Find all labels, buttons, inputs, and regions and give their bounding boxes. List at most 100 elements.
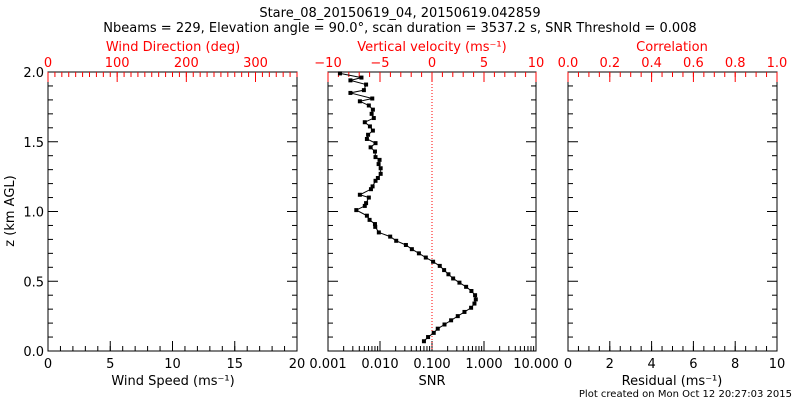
panel1-frame <box>47 71 298 352</box>
snr-data-point <box>442 322 447 327</box>
snr-data-point <box>367 124 372 129</box>
snr-data-point <box>370 107 375 112</box>
snr-data-point <box>372 149 377 154</box>
panel3-frame <box>567 71 778 352</box>
panel1-top-tick-label: 300 <box>243 56 268 71</box>
y-tick-label: 2.0 <box>23 66 44 81</box>
panel2-bottom-tick-label: 10.000 <box>513 357 559 372</box>
panel2-top-tick-label: −5 <box>370 56 389 71</box>
y-tick-label: 1.0 <box>23 206 44 221</box>
snr-data-point <box>442 268 447 273</box>
panel2-top-tick-label: −10 <box>314 56 341 71</box>
snr-data-point <box>364 136 369 141</box>
snr-data-point <box>373 155 378 160</box>
snr-data-point <box>369 111 374 116</box>
snr-data-point <box>437 263 442 268</box>
panel2-top-tick-label: 5 <box>480 56 488 71</box>
snr-data-point <box>457 280 462 285</box>
snr-data-point <box>364 213 369 218</box>
panel3-bottom-tick-label: 2 <box>606 357 614 372</box>
y-tick-label: 0.0 <box>23 345 44 360</box>
snr-data-point <box>473 293 478 298</box>
snr-data-point <box>373 178 378 183</box>
snr-data-point <box>370 184 375 189</box>
panel3-top-label: Correlation <box>636 40 708 55</box>
panel3-x-label: Residual (ms⁻¹) <box>622 374 723 389</box>
snr-data-point <box>377 157 382 162</box>
snr-data-point <box>366 195 371 200</box>
panel1-top-tick-label: 200 <box>174 56 199 71</box>
snr-data-point <box>388 234 393 239</box>
panel3-top-tick-label: 0.0 <box>558 56 579 71</box>
snr-data-point <box>469 305 474 310</box>
snr-data-point <box>367 217 372 222</box>
panel1-top-tick-label: 0 <box>44 56 52 71</box>
panel1-top-label: Wind Direction (deg) <box>106 40 240 55</box>
snr-data-point <box>371 116 376 121</box>
snr-data-point <box>348 78 353 83</box>
panel3-top-tick-label: 0.6 <box>683 56 704 71</box>
snr-data-point <box>455 314 460 319</box>
snr-data-point <box>368 187 373 192</box>
snr-data-point <box>423 255 428 260</box>
y-tick-label: 1.5 <box>23 136 44 151</box>
snr-data-point <box>469 289 474 294</box>
snr-data-point <box>357 192 362 197</box>
snr-data-point <box>376 162 381 167</box>
snr-data-point <box>362 120 367 125</box>
snr-data-point <box>359 75 364 80</box>
snr-data-point <box>446 272 451 277</box>
snr-data-point <box>416 251 421 256</box>
snr-data-point <box>403 242 408 247</box>
panel3-bottom-tick-label: 0 <box>564 357 572 372</box>
y-tick-label: 0.5 <box>23 275 44 290</box>
y-axis-label: z (km AGL) <box>3 175 18 246</box>
snr-data-point <box>373 224 378 229</box>
footer-timestamp: Plot created on Mon Oct 12 20:27:03 2015 <box>579 389 792 400</box>
snr-data-point <box>462 309 467 314</box>
panel2-top-label: Vertical velocity (ms⁻¹) <box>357 40 506 55</box>
panel3-bottom-tick-label: 10 <box>769 357 786 372</box>
panel2-x-label: SNR <box>418 374 445 389</box>
snr-data-point <box>370 96 375 101</box>
panel3-bottom-tick-label: 4 <box>647 357 655 372</box>
panel3-bottom-tick-label: 8 <box>731 357 739 372</box>
panel2-bottom-tick-label: 0.100 <box>413 357 450 372</box>
chart-subtitle: Nbeams = 229, Elevation angle = 90.0°, s… <box>103 21 696 36</box>
panel3-top-tick-label: 1.0 <box>767 56 788 71</box>
snr-data-point <box>472 301 477 306</box>
panel2-top-tick-label: 0 <box>428 56 436 71</box>
panel2-bottom-tick-label: 0.010 <box>361 357 398 372</box>
panel1-x-label: Wind Speed (ms⁻¹) <box>111 374 234 389</box>
snr-profile-line <box>339 72 477 342</box>
snr-data-point <box>354 208 359 213</box>
panel3-bottom-tick-label: 6 <box>689 357 697 372</box>
snr-data-point <box>409 247 414 252</box>
snr-data-point <box>449 318 454 323</box>
snr-data-point <box>366 103 371 108</box>
snr-data-point <box>435 326 440 331</box>
snr-data-point <box>375 176 380 181</box>
snr-data-point <box>421 339 426 344</box>
snr-data-point <box>394 238 399 243</box>
chart-title: Stare_08_20150619_04, 20150619.042859 <box>259 6 540 21</box>
panel1-bottom-tick-label: 0 <box>44 357 52 372</box>
panel1-bottom-tick-label: 5 <box>106 357 114 372</box>
snr-data-point <box>451 276 456 281</box>
snr-data-point <box>473 297 478 302</box>
snr-data-point <box>361 88 366 93</box>
panel1-bottom-tick-label: 15 <box>226 357 243 372</box>
snr-data-point <box>378 166 383 171</box>
panel1-top-tick-label: 100 <box>105 56 130 71</box>
snr-data-point <box>370 128 375 133</box>
snr-data-point <box>348 90 353 95</box>
panel2-bottom-tick-label: 0.001 <box>309 357 346 372</box>
snr-data-point <box>362 203 367 208</box>
snr-data-point <box>368 145 373 150</box>
snr-data-point <box>357 99 362 104</box>
panel3-top-tick-label: 0.4 <box>641 56 662 71</box>
snr-data-point <box>376 230 381 235</box>
panel3-top-tick-label: 0.8 <box>725 56 746 71</box>
